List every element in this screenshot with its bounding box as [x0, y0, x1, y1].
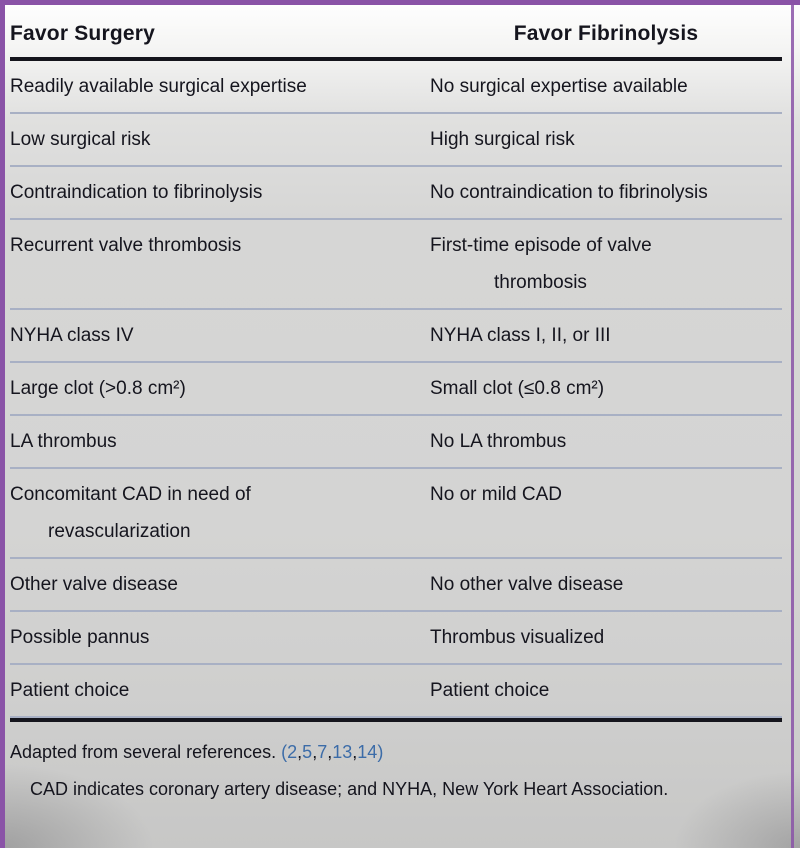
table-row: Other valve disease No other valve disea…: [10, 559, 782, 612]
cell-favor-surgery: Patient choice: [10, 680, 130, 701]
cell-favor-fibrinolysis: Patient choice: [430, 680, 550, 701]
reference-links[interactable]: (2,5,7,13,14): [281, 742, 383, 762]
purple-frame-top-border: [0, 0, 800, 5]
cell-favor-fibrinolysis: First-time episode of valve thrombosis: [430, 235, 652, 293]
cell-favor-fibrinolysis: No other valve disease: [430, 574, 624, 595]
comparison-table: Favor Surgery Favor Fibrinolysis Readily…: [10, 12, 782, 801]
column-header-favor-surgery: Favor Surgery: [10, 22, 155, 45]
reference-comma: ,: [352, 742, 358, 762]
reference-paren-open: (: [281, 742, 288, 762]
reference-paren-close: ): [377, 742, 384, 762]
cell-favor-surgery: Concomitant CAD in need of revasculariza…: [10, 484, 251, 542]
table-bottom-rule: [10, 718, 782, 722]
reference-number-link[interactable]: 7: [317, 742, 328, 762]
column-header-favor-fibrinolysis: Favor Fibrinolysis: [513, 22, 699, 45]
reference-number-link[interactable]: 2: [287, 742, 298, 762]
cell-favor-fibrinolysis: No LA thrombus: [430, 431, 567, 452]
reference-number-link[interactable]: 5: [302, 742, 313, 762]
reference-number-link[interactable]: 14: [357, 742, 378, 762]
table-row: Readily available surgical expertise No …: [10, 61, 782, 114]
reference-comma: ,: [297, 742, 303, 762]
table-row: Recurrent valve thrombosis First-time ep…: [10, 220, 782, 310]
cell-favor-fibrinolysis: NYHA class I, II, or III: [430, 325, 611, 346]
table-row: Patient choice Patient choice: [10, 665, 782, 718]
cell-favor-fibrinolysis: No or mild CAD: [430, 484, 562, 505]
reference-number-link[interactable]: 13: [332, 742, 353, 762]
reference-comma: ,: [327, 742, 333, 762]
cell-favor-surgery: Recurrent valve thrombosis: [10, 235, 242, 256]
table-row: Low surgical risk High surgical risk: [10, 114, 782, 167]
table-row: NYHA class IV NYHA class I, II, or III: [10, 310, 782, 363]
cell-favor-surgery: Readily available surgical expertise: [10, 76, 307, 97]
table-header-row: Favor Surgery Favor Fibrinolysis: [10, 12, 782, 61]
cell-favor-surgery: Low surgical risk: [10, 129, 151, 150]
table-row: Large clot (>0.8 cm²) Small clot (≤0.8 c…: [10, 363, 782, 416]
reference-comma: ,: [312, 742, 318, 762]
cell-favor-fibrinolysis: High surgical risk: [430, 129, 575, 150]
table-row: Possible pannus Thrombus visualized: [10, 612, 782, 665]
cell-favor-fibrinolysis: Thrombus visualized: [430, 627, 605, 648]
cell-favor-surgery: Other valve disease: [10, 574, 178, 595]
cell-favor-surgery: Large clot (>0.8 cm²): [10, 378, 186, 399]
cell-favor-surgery: Possible pannus: [10, 627, 150, 648]
footnote-source: Adapted from several references. (2,5,7,…: [10, 740, 782, 764]
cell-favor-surgery: NYHA class IV: [10, 325, 134, 346]
cell-favor-surgery: Contraindication to fibrinolysis: [10, 182, 263, 203]
table-row: LA thrombus No LA thrombus: [10, 416, 782, 469]
purple-frame-right-border: [791, 0, 794, 848]
footnote-source-text: Adapted from several references.: [10, 742, 282, 762]
table-row: Contraindication to fibrinolysis No cont…: [10, 167, 782, 220]
cell-favor-fibrinolysis: Small clot (≤0.8 cm²): [430, 378, 605, 399]
cell-favor-fibrinolysis: No surgical expertise available: [430, 76, 688, 97]
purple-frame-left-border: [0, 0, 5, 848]
table-row: Concomitant CAD in need of revasculariza…: [10, 469, 782, 559]
footnote-abbreviations: CAD indicates coronary artery disease; a…: [30, 779, 669, 799]
cell-favor-surgery: LA thrombus: [10, 431, 117, 452]
cell-favor-fibrinolysis: No contraindication to fibrinolysis: [430, 182, 708, 203]
